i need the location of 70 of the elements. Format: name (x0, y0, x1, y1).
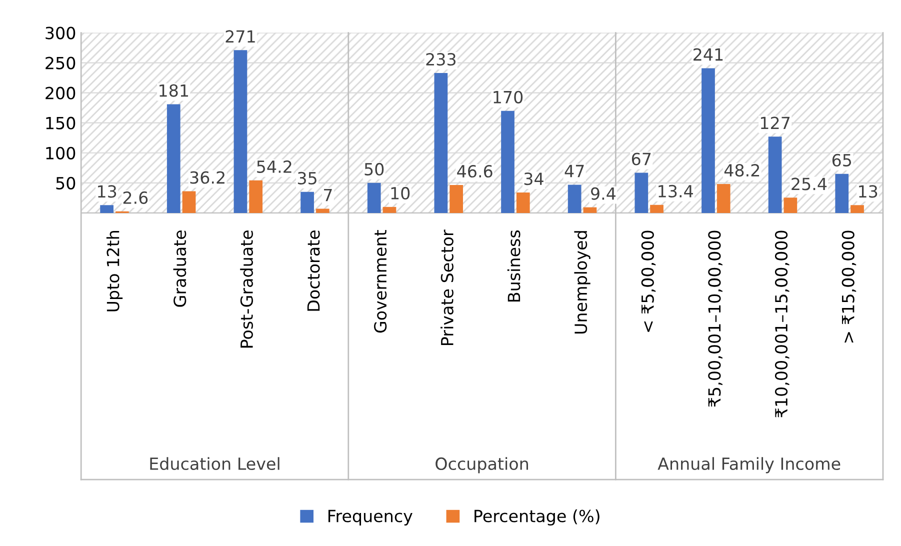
x-tick-label: Upto 12th (106, 231, 123, 312)
x-tick-label: ₹10,00,001–15,00,000 (774, 230, 790, 418)
data-label: 54.2 (257, 160, 292, 173)
data-label: 241 (694, 48, 723, 61)
bar (300, 192, 314, 213)
data-label: 2.6 (123, 191, 148, 204)
data-label: 233 (426, 53, 456, 66)
data-label: 7 (324, 188, 332, 202)
data-label: 10 (391, 186, 410, 200)
bar (583, 207, 597, 213)
x-tick-label: < ₹5,00,000 (641, 230, 656, 332)
bar (702, 68, 715, 213)
data-label: 25.4 (792, 178, 827, 190)
x-tick-label: Unemployed (574, 231, 590, 334)
data-label: 47 (564, 164, 584, 178)
text: Education Level (150, 457, 280, 470)
bar (568, 184, 582, 213)
x-tick-label: Graduate (173, 230, 186, 307)
data-label: 181 (160, 84, 188, 97)
bar (234, 50, 248, 213)
y-tick-label: 50 (56, 176, 76, 190)
x-tick-label: Government (374, 230, 387, 333)
data-label: 65 (832, 154, 852, 167)
x-tick-label: Private Sector (440, 230, 454, 345)
data-label: 46.6 (457, 164, 492, 178)
data-label: 36.2 (190, 171, 224, 184)
x-tick-label: ₹5,00,001–10,00,000 (708, 230, 722, 407)
bar (316, 208, 330, 213)
bar (434, 73, 448, 213)
bar (450, 184, 463, 213)
y-tick-label: 200 (46, 86, 76, 100)
y-tick-label: 250 (46, 56, 76, 70)
data-label: 13 (98, 185, 116, 198)
y-tick-label: 100 (46, 146, 76, 160)
x-tick-label: Post-Graduate (240, 230, 253, 348)
data-label: 170 (494, 90, 523, 104)
data-label: 271 (226, 30, 255, 43)
bar (716, 184, 730, 213)
text: Annual Family Income (658, 457, 840, 474)
bar (501, 110, 514, 213)
y-tick-label: 150 (46, 116, 76, 130)
x-tick-label: Doctorate (307, 230, 320, 311)
data-label: 50 (364, 162, 384, 176)
data-label: 9.4 (591, 187, 616, 200)
bar (634, 172, 648, 213)
bar (835, 174, 849, 213)
legend-label: Frequency (328, 510, 412, 526)
bar (100, 205, 114, 213)
bar (784, 198, 798, 213)
bar (850, 205, 864, 213)
text: Occupation (436, 457, 528, 474)
x-tick-label: > ₹15,00,000 (842, 230, 856, 343)
data-label: 127 (760, 116, 790, 130)
data-label: 34 (524, 172, 544, 186)
data-label: 48.2 (724, 164, 760, 177)
bar (382, 206, 396, 213)
bar (166, 104, 180, 213)
data-label: 35 (298, 172, 316, 185)
bar (367, 182, 381, 213)
bar (650, 204, 664, 213)
data-label: 13.4 (658, 184, 693, 198)
bar (182, 191, 196, 213)
bar (516, 192, 530, 213)
legend-label: Percentage (%) (474, 509, 600, 526)
data-label: 67 (632, 152, 651, 166)
bar (768, 136, 782, 213)
y-tick-label: 300 (46, 26, 76, 40)
bar (249, 180, 263, 213)
data-label: 13 (859, 185, 878, 198)
x-tick-label: Business (507, 230, 520, 302)
